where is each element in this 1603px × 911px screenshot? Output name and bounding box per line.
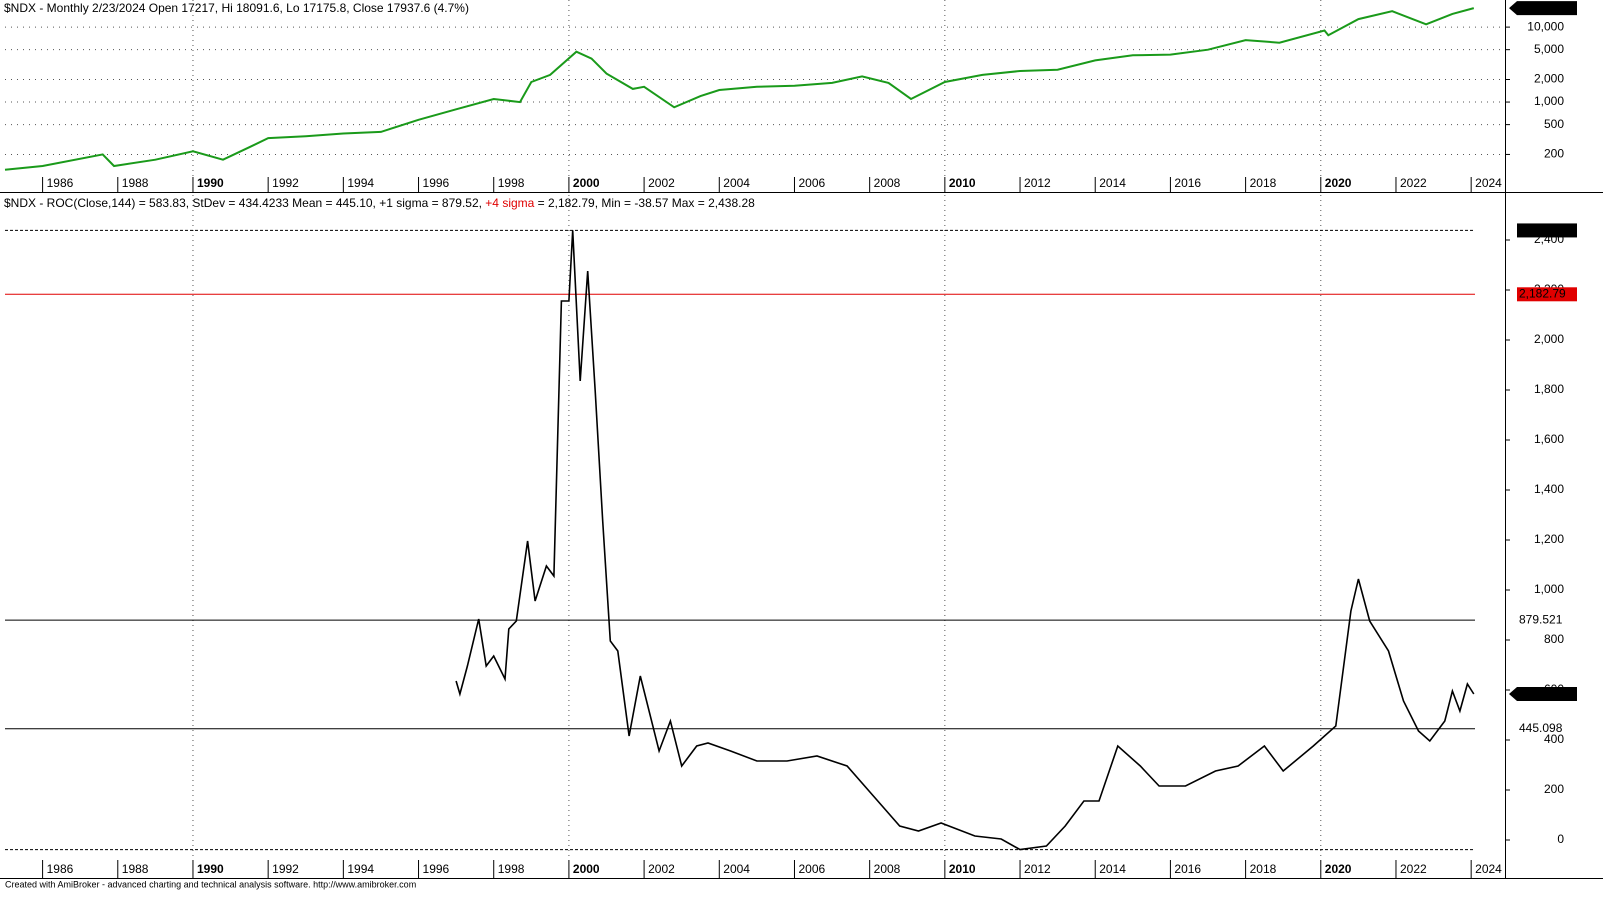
y-tick-label: 1,000 <box>1534 94 1564 108</box>
x-tick-label: 2024 <box>1475 176 1502 190</box>
x-tick-label: 2018 <box>1250 176 1277 190</box>
x-tick-label: 2012 <box>1024 862 1051 876</box>
x-tick-label: 2010 <box>949 176 976 190</box>
x-tick-label: 2024 <box>1475 862 1502 876</box>
y-tick-label: 2,000 <box>1534 72 1564 86</box>
x-tick-label: 1990 <box>197 176 224 190</box>
y-tick-label: 5,000 <box>1534 42 1564 56</box>
y-tick-label: 1,600 <box>1534 432 1564 446</box>
y-tick-label: 1,200 <box>1534 532 1564 546</box>
x-tick-label: 2014 <box>1099 862 1126 876</box>
y-tick-label: 500 <box>1544 117 1564 131</box>
x-tick-label: 1986 <box>47 862 74 876</box>
x-tick-label: 2018 <box>1250 862 1277 876</box>
x-tick-label: 2008 <box>874 176 901 190</box>
x-tick-label: 2006 <box>798 176 825 190</box>
x-tick-label: 1986 <box>47 176 74 190</box>
level-label: 879.521 <box>1519 612 1563 626</box>
title-segment: $NDX - ROC(Close,144) = 583.83, StDev = … <box>4 196 485 210</box>
series-line <box>455 230 1475 851</box>
level-label: 445.098 <box>1519 721 1563 735</box>
y-tick-label: 200 <box>1544 782 1564 796</box>
x-tick-label: 2004 <box>723 176 750 190</box>
x-tick-label: 1988 <box>122 176 149 190</box>
footer: Created with AmiBroker - advanced charti… <box>5 879 416 889</box>
x-tick-label: 1992 <box>272 176 299 190</box>
y-tick-label: 2,000 <box>1534 332 1564 346</box>
title-segment: +4 sigma <box>485 196 534 210</box>
x-tick-label: 1994 <box>347 176 374 190</box>
y-tick-label: 400 <box>1544 732 1564 746</box>
pane-title: $NDX - ROC(Close,144) = 583.83, StDev = … <box>4 196 755 210</box>
level-label: 2,182.79 <box>1519 286 1566 300</box>
x-tick-label: 1988 <box>122 862 149 876</box>
level-label: 2,438.28 <box>1519 223 1566 237</box>
x-tick-label: 2010 <box>949 862 976 876</box>
x-tick-label: 2006 <box>798 862 825 876</box>
y-tick-label: 800 <box>1544 632 1564 646</box>
last-value-box <box>1509 1 1577 16</box>
y-tick-label: 1,400 <box>1534 482 1564 496</box>
x-tick-label: 2022 <box>1400 176 1427 190</box>
pane-title: $NDX - Monthly 2/23/2024 Open 17217, Hi … <box>4 1 469 15</box>
x-tick-label: 2000 <box>573 176 600 190</box>
x-tick-label: 2000 <box>573 862 600 876</box>
last-value-label: 17,937.6 <box>1519 0 1566 14</box>
x-tick-label: 2016 <box>1174 176 1201 190</box>
title-segment: $NDX - Monthly 2/23/2024 Open 17217, Hi … <box>4 1 469 15</box>
level-label-box <box>1517 223 1577 238</box>
x-tick-label: 2002 <box>648 862 675 876</box>
x-tick-label: 2020 <box>1325 862 1352 876</box>
x-tick-label: 2022 <box>1400 862 1427 876</box>
y-tick-label: 1,800 <box>1534 382 1564 396</box>
x-tick-label: 2014 <box>1099 176 1126 190</box>
x-tick-label: 2016 <box>1174 862 1201 876</box>
x-tick-label: 1996 <box>423 176 450 190</box>
x-tick-label: 2020 <box>1325 176 1352 190</box>
y-tick-label: 10,000 <box>1527 19 1564 33</box>
last-value-label: 583.832 <box>1519 686 1563 700</box>
title-segment: = 2,182.79, Min = -38.57 Max = 2,438.28 <box>534 196 755 210</box>
x-tick-label: 2012 <box>1024 176 1051 190</box>
x-tick-label: 2002 <box>648 176 675 190</box>
x-tick-label: 1998 <box>498 862 525 876</box>
x-tick-label: 1990 <box>197 862 224 876</box>
y-tick-label: 0 <box>1557 832 1564 846</box>
x-tick-label: 1996 <box>423 862 450 876</box>
x-tick-label: 2004 <box>723 862 750 876</box>
y-tick-label: 1,000 <box>1534 582 1564 596</box>
x-tick-label: 2008 <box>874 862 901 876</box>
x-tick-label: 1998 <box>498 176 525 190</box>
series-line <box>4 7 1475 171</box>
level-label-box <box>1517 287 1577 302</box>
x-tick-label: 1992 <box>272 862 299 876</box>
last-value-box <box>1509 687 1577 702</box>
y-tick-label: 200 <box>1544 147 1564 161</box>
x-tick-label: 1994 <box>347 862 374 876</box>
